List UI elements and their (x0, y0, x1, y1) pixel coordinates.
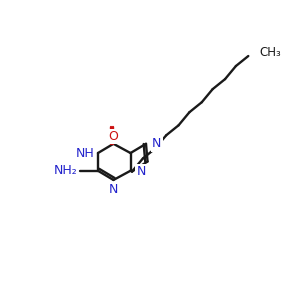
Text: O: O (109, 130, 118, 143)
Text: NH₂: NH₂ (53, 164, 77, 177)
Text: N: N (109, 183, 118, 196)
Text: N: N (137, 165, 146, 178)
Text: CH₃: CH₃ (259, 46, 281, 59)
Text: N: N (152, 137, 162, 150)
Text: NH: NH (76, 146, 95, 160)
